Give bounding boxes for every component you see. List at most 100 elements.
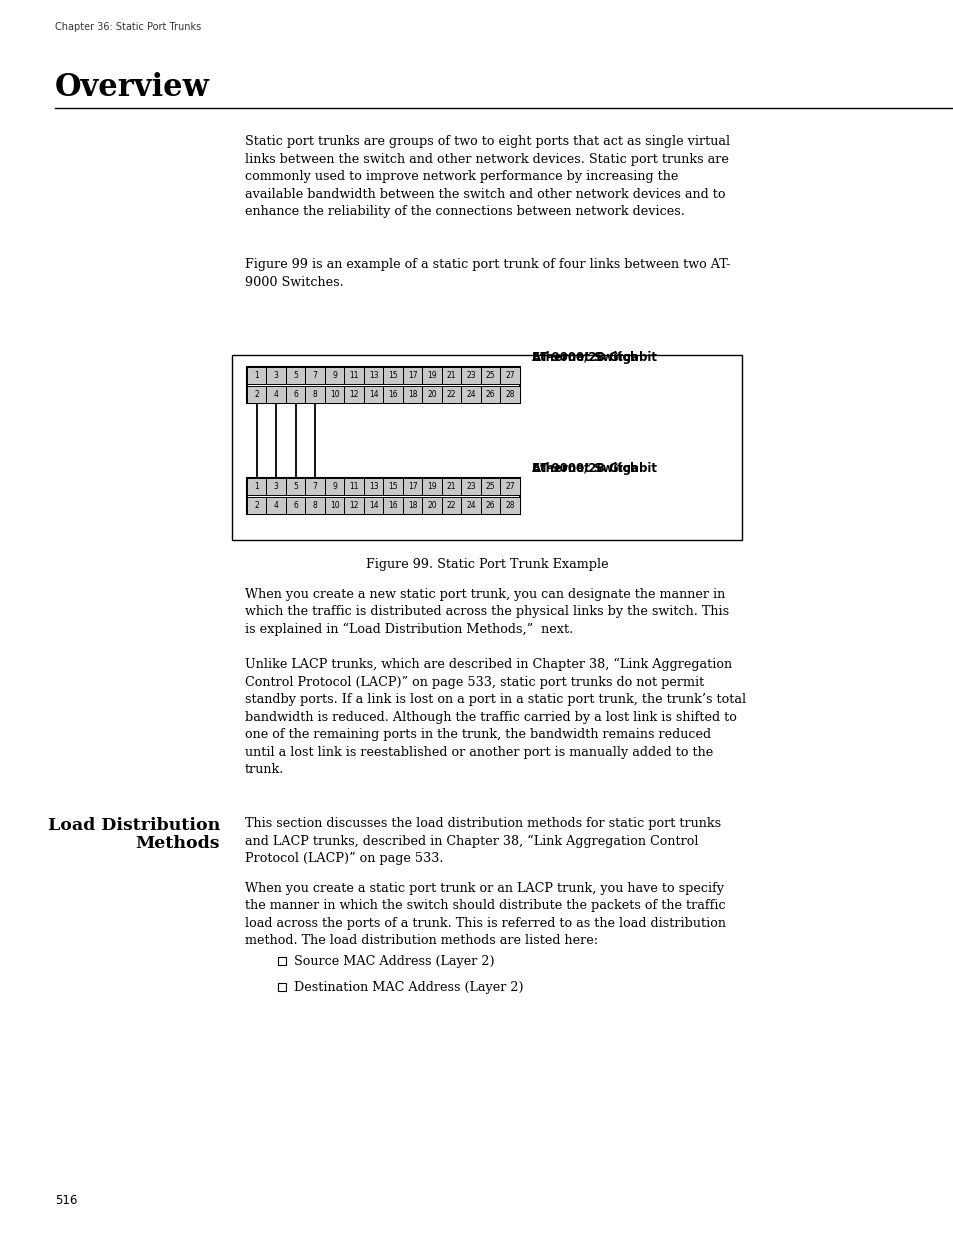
Text: 15: 15 xyxy=(388,370,397,380)
Text: 5: 5 xyxy=(293,370,298,380)
Bar xyxy=(247,496,266,514)
Bar xyxy=(402,478,422,495)
Text: 6: 6 xyxy=(293,390,298,399)
Text: 9: 9 xyxy=(332,482,336,492)
Text: Ethernet Switch: Ethernet Switch xyxy=(532,336,638,364)
Bar xyxy=(364,367,383,384)
Bar xyxy=(364,387,383,403)
Text: 18: 18 xyxy=(408,501,417,510)
Text: Static port trunks are groups of two to eight ports that act as single virtual
l: Static port trunks are groups of two to … xyxy=(245,135,729,219)
Bar xyxy=(305,496,325,514)
Text: 2: 2 xyxy=(254,501,259,510)
Text: 23: 23 xyxy=(466,370,476,380)
Text: 24: 24 xyxy=(466,390,476,399)
Text: 20: 20 xyxy=(427,501,436,510)
Bar xyxy=(305,387,325,403)
Bar xyxy=(461,478,480,495)
Bar xyxy=(344,496,364,514)
Text: This section discusses the load distribution methods for static port trunks
and : This section discusses the load distribu… xyxy=(245,818,720,866)
Bar xyxy=(247,367,519,403)
Bar xyxy=(266,367,286,384)
Text: 5: 5 xyxy=(293,482,298,492)
Text: 26: 26 xyxy=(485,501,495,510)
Text: 18: 18 xyxy=(408,390,417,399)
Bar xyxy=(441,387,461,403)
Text: 19: 19 xyxy=(427,370,436,380)
Bar xyxy=(305,367,325,384)
Text: 21: 21 xyxy=(447,370,456,380)
Text: 26: 26 xyxy=(485,390,495,399)
Text: 7: 7 xyxy=(313,370,317,380)
Bar xyxy=(500,496,519,514)
Text: 14: 14 xyxy=(369,501,378,510)
Bar xyxy=(286,387,305,403)
Bar xyxy=(247,367,266,384)
Bar xyxy=(480,478,500,495)
Text: Chapter 36: Static Port Trunks: Chapter 36: Static Port Trunks xyxy=(55,22,201,32)
Text: 9: 9 xyxy=(332,370,336,380)
Bar xyxy=(422,478,441,495)
Bar xyxy=(500,367,519,384)
Text: When you create a new static port trunk, you can designate the manner in
which t: When you create a new static port trunk,… xyxy=(245,588,728,636)
Bar xyxy=(402,387,422,403)
Text: 6: 6 xyxy=(293,501,298,510)
Text: 25: 25 xyxy=(485,370,495,380)
Text: Destination MAC Address (Layer 2): Destination MAC Address (Layer 2) xyxy=(294,981,523,993)
Text: 27: 27 xyxy=(505,370,515,380)
Bar xyxy=(422,367,441,384)
Text: 2: 2 xyxy=(254,390,259,399)
Bar xyxy=(500,478,519,495)
Text: 12: 12 xyxy=(349,390,358,399)
Bar xyxy=(344,478,364,495)
Bar xyxy=(325,496,344,514)
Bar xyxy=(402,496,422,514)
Text: Ethernet Switch: Ethernet Switch xyxy=(532,447,638,475)
Text: 19: 19 xyxy=(427,482,436,492)
Bar xyxy=(247,478,519,514)
Text: 11: 11 xyxy=(349,482,358,492)
Bar xyxy=(364,478,383,495)
Text: 15: 15 xyxy=(388,482,397,492)
Text: 8: 8 xyxy=(313,390,317,399)
Bar xyxy=(344,387,364,403)
Text: 12: 12 xyxy=(349,501,358,510)
Text: 516: 516 xyxy=(55,1194,77,1207)
Text: Load Distribution: Load Distribution xyxy=(48,818,220,834)
Text: 20: 20 xyxy=(427,390,436,399)
Text: AT-9000/28 Gigabit: AT-9000/28 Gigabit xyxy=(532,351,657,364)
Text: Unlike LACP trunks, which are described in Chapter 38, “Link Aggregation
Control: Unlike LACP trunks, which are described … xyxy=(245,658,745,777)
Bar xyxy=(441,478,461,495)
Text: 17: 17 xyxy=(408,370,417,380)
Bar xyxy=(277,957,286,965)
Bar xyxy=(461,387,480,403)
Bar xyxy=(383,496,402,514)
Bar xyxy=(461,496,480,514)
Bar xyxy=(325,367,344,384)
Text: 25: 25 xyxy=(485,482,495,492)
Text: 28: 28 xyxy=(505,501,515,510)
Bar xyxy=(480,496,500,514)
Bar xyxy=(277,983,286,990)
Text: 28: 28 xyxy=(505,390,515,399)
Text: 23: 23 xyxy=(466,482,476,492)
Bar xyxy=(247,387,266,403)
Text: When you create a static port trunk or an LACP trunk, you have to specify
the ma: When you create a static port trunk or a… xyxy=(245,882,725,947)
Text: 8: 8 xyxy=(313,501,317,510)
Text: 22: 22 xyxy=(447,390,456,399)
Bar xyxy=(325,478,344,495)
Bar xyxy=(402,367,422,384)
Bar xyxy=(286,367,305,384)
Bar xyxy=(305,478,325,495)
Bar xyxy=(383,367,402,384)
Text: 27: 27 xyxy=(505,482,515,492)
Bar xyxy=(422,496,441,514)
Bar xyxy=(325,387,344,403)
Text: Source MAC Address (Layer 2): Source MAC Address (Layer 2) xyxy=(294,955,494,967)
Bar xyxy=(383,478,402,495)
Text: Overview: Overview xyxy=(55,72,210,103)
Bar xyxy=(232,354,741,540)
Bar xyxy=(422,387,441,403)
Text: 3: 3 xyxy=(274,482,278,492)
Bar xyxy=(461,367,480,384)
Bar xyxy=(383,387,402,403)
